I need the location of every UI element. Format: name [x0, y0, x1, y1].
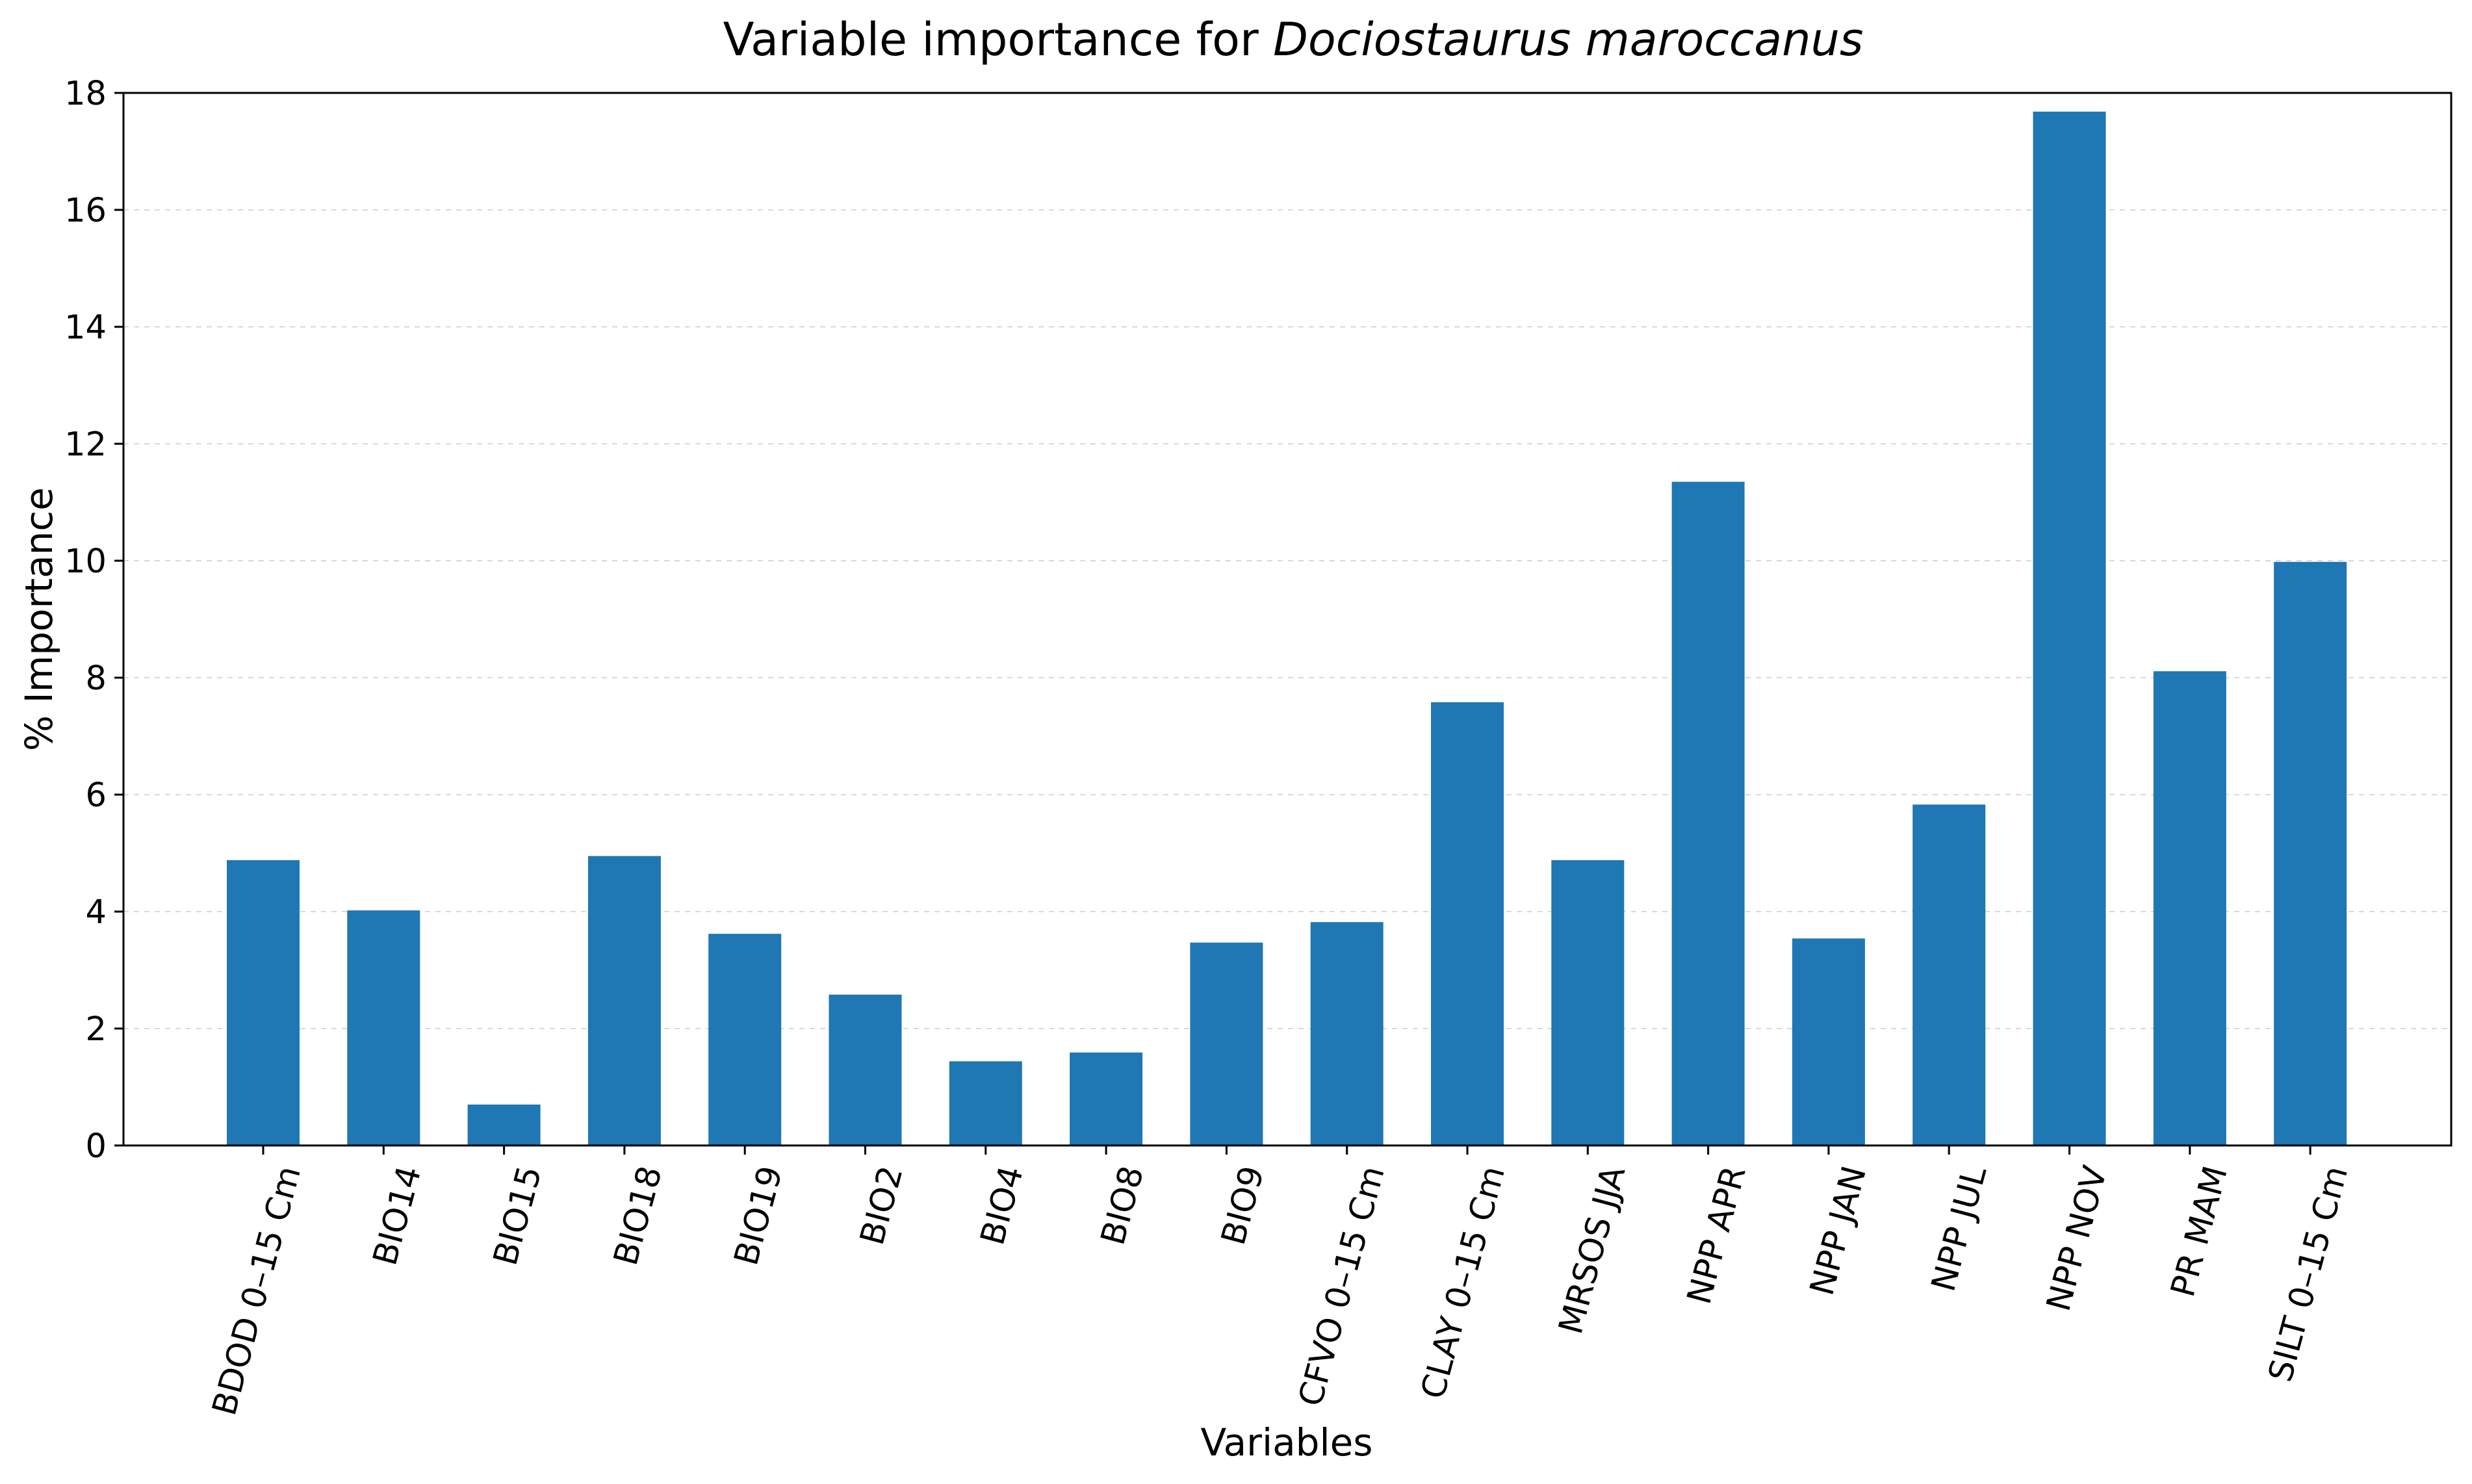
bar — [1310, 922, 1384, 1145]
y-tick-label: 16 — [64, 192, 107, 230]
plot-frame — [122, 92, 2453, 1147]
bar — [587, 856, 661, 1145]
bar — [708, 934, 782, 1145]
bar — [2153, 671, 2226, 1145]
y-tick-label: 2 — [86, 1010, 107, 1049]
bar — [2033, 111, 2106, 1145]
bar — [1792, 938, 1865, 1145]
y-tick-label: 0 — [86, 1127, 107, 1166]
y-tick-label: 14 — [64, 309, 107, 347]
bar — [467, 1105, 541, 1145]
chart-title-species: Dociostaurus maroccanus — [1273, 13, 1863, 66]
y-tick-label: 6 — [86, 776, 107, 815]
bar — [2274, 561, 2347, 1145]
y-tick-label: 10 — [64, 543, 107, 581]
chart-title-prefix: Variable importance for — [723, 13, 1273, 66]
x-axis-label: Variables — [1200, 1420, 1372, 1465]
bar — [1551, 860, 1625, 1145]
bar — [1070, 1052, 1143, 1145]
bar — [347, 910, 420, 1145]
y-tick-label: 12 — [64, 426, 107, 464]
bar — [227, 860, 300, 1145]
chart-title: Variable importance for Dociostaurus mar… — [723, 13, 1864, 66]
bar — [1671, 481, 1745, 1145]
y-axis-label: % Importance — [17, 487, 61, 751]
y-axis-ticks: 0 2 4 6 8 10 12 14 16 18 — [64, 75, 123, 1166]
bar — [1912, 804, 1986, 1145]
y-tick-label: 8 — [86, 659, 107, 698]
bar — [1190, 942, 1263, 1145]
y-tick-label: 4 — [86, 893, 107, 932]
bar — [1431, 702, 1504, 1145]
bar — [949, 1061, 1022, 1145]
bar — [829, 994, 902, 1145]
y-tick-label: 18 — [64, 75, 107, 113]
gridlines — [123, 209, 2451, 1029]
bars — [227, 111, 2347, 1145]
